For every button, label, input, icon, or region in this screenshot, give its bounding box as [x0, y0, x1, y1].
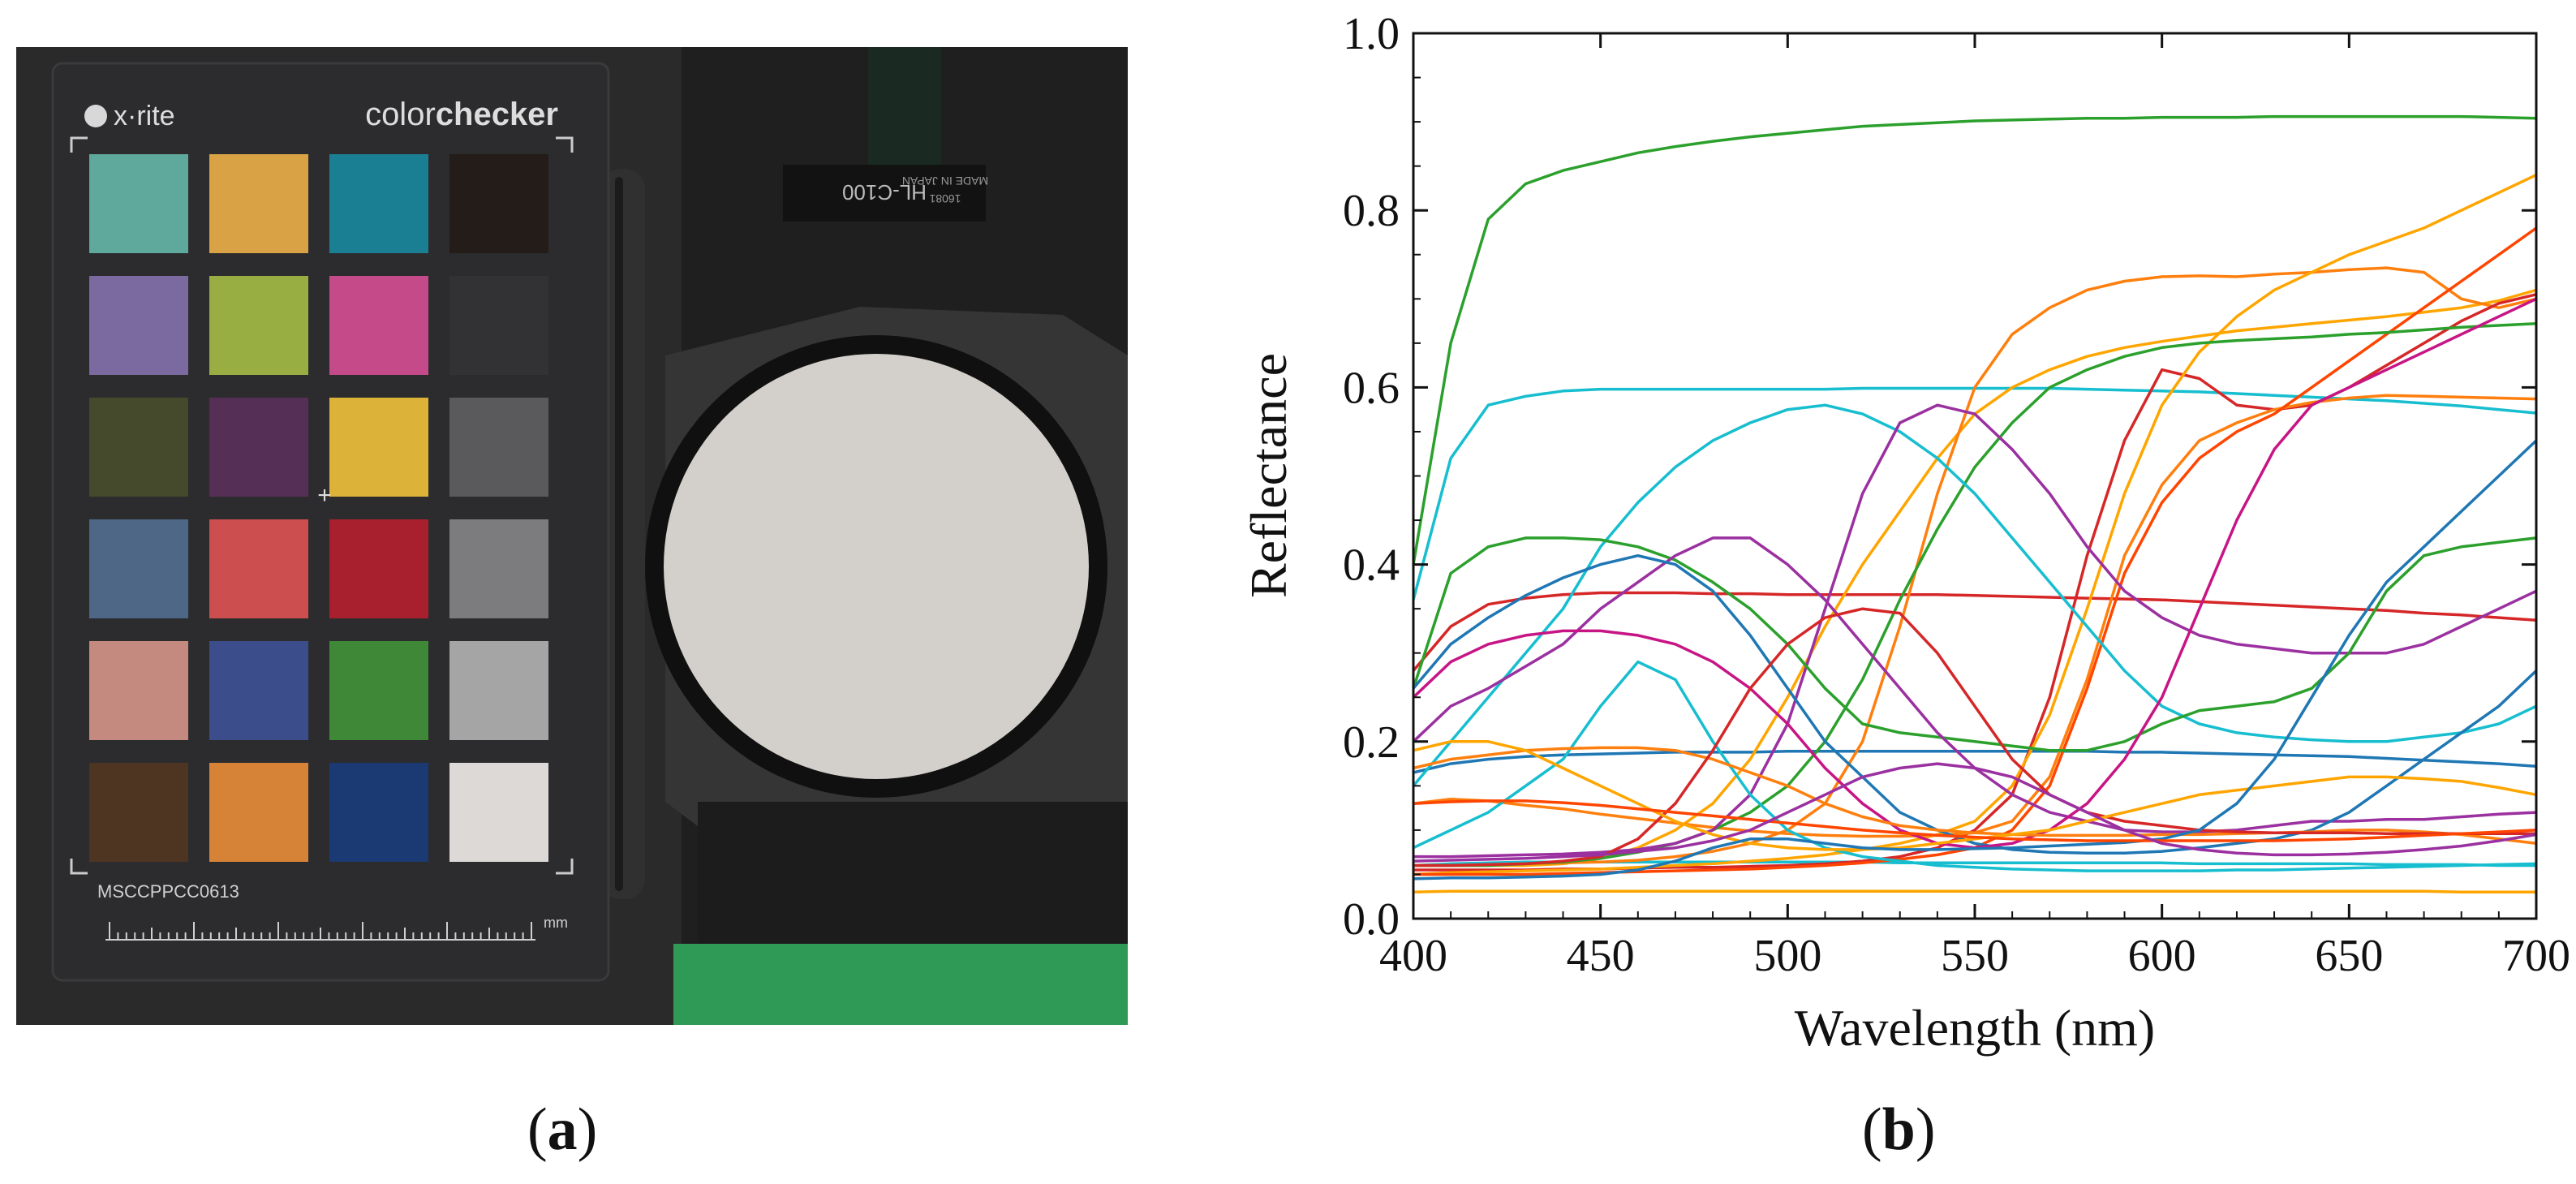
color-swatch: [449, 763, 548, 862]
color-swatch: [329, 641, 428, 740]
y-tick-label: 0.6: [1343, 363, 1400, 413]
x-tick-label: 600: [2128, 931, 2196, 981]
series-line: [1412, 114, 2537, 565]
y-axis-label: Reflectance: [1240, 353, 1297, 598]
color-swatch: [329, 276, 428, 375]
color-swatch: [89, 519, 188, 618]
series-line: [1413, 439, 2538, 880]
mm-ruler: [105, 922, 535, 941]
panel-label-a: (a): [527, 1096, 598, 1163]
color-swatch: [209, 154, 308, 253]
series-line: [1412, 591, 2537, 672]
series-line: [1412, 553, 2538, 855]
color-swatch: [89, 641, 188, 740]
color-swatch: [449, 154, 548, 253]
device-label-code: 16081: [929, 192, 961, 205]
xrite-logo-icon: [84, 105, 107, 127]
y-tick-label: 0.2: [1343, 717, 1400, 768]
series-line: [1413, 266, 2537, 868]
x-tick-label: 500: [1753, 931, 1821, 981]
color-swatch: [329, 398, 428, 497]
device-label-origin: MADE IN JAPAN: [902, 174, 988, 187]
series-line: [1413, 660, 2537, 872]
plot-lines: [1412, 114, 2538, 894]
x-tick-label: 650: [2315, 931, 2383, 981]
series-line: [1413, 889, 2536, 894]
y-tick-label: 1.0: [1343, 9, 1400, 59]
series-line: [1413, 762, 2537, 863]
product-name: colorchecker: [365, 97, 558, 132]
color-swatch: [209, 763, 308, 862]
y-tick-label: 0.0: [1343, 894, 1400, 945]
series-line: [1412, 403, 2537, 787]
x-tick-label: 550: [1941, 931, 2009, 981]
color-swatch: [449, 641, 548, 740]
swatch-grid: [89, 154, 548, 862]
color-swatch: [449, 519, 548, 618]
series-line: [1413, 750, 2537, 774]
series-line: [1413, 746, 2537, 846]
card-corner-marks: [70, 136, 574, 875]
colorchecker-photo: HL-C100 MADE IN JAPAN 16081 x·rite color…: [16, 47, 1128, 1025]
ruler-unit: mm: [544, 915, 568, 931]
series-line: [1413, 799, 2537, 842]
y-tick-label: 0.8: [1343, 186, 1400, 236]
green-mat: [673, 944, 1128, 1025]
series-line: [1413, 607, 2536, 868]
device-label-text: HL-C100: [842, 180, 927, 205]
color-swatch: [449, 276, 548, 375]
y-axis-ticks: 0.0 0.2 0.4 0.6 0.8 1.0: [1343, 9, 2536, 945]
color-swatch: [89, 398, 188, 497]
series-line: [1412, 536, 2537, 833]
x-axis-ticks: 400 450 500 550 600 650 700: [1379, 33, 2570, 981]
color-swatch: [329, 763, 428, 862]
series-line: [1413, 322, 2537, 868]
series-line: [1412, 536, 2537, 752]
crosshair-icon: +: [317, 482, 332, 509]
device-label-plate: [783, 165, 986, 222]
color-swatch: [209, 519, 308, 618]
series-line: [1413, 174, 2537, 876]
panel-label-b: (b): [1862, 1096, 1936, 1163]
series-line: [1413, 740, 2537, 851]
color-swatch: [329, 519, 428, 618]
y-tick-label: 0.4: [1343, 540, 1400, 591]
color-swatch: [89, 276, 188, 375]
color-swatch: [209, 276, 308, 375]
brand-logo: x·rite: [114, 101, 175, 131]
color-swatch: [89, 154, 188, 253]
color-swatch: [89, 763, 188, 862]
x-tick-label: 700: [2502, 931, 2570, 981]
serial-number: MSCCPPCC0613: [97, 881, 239, 902]
x-tick-label: 400: [1379, 931, 1447, 981]
color-swatch: [209, 398, 308, 497]
series-line: [1412, 297, 2537, 850]
series-line: [1413, 293, 2537, 872]
series-line: [1413, 394, 2537, 838]
color-swatch: [209, 641, 308, 740]
color-swatch: [329, 154, 428, 253]
x-axis-label: Wavelength (nm): [1795, 999, 2155, 1057]
x-tick-label: 450: [1567, 931, 1635, 981]
color-swatch: [449, 398, 548, 497]
white-reference-tile: [664, 354, 1089, 779]
